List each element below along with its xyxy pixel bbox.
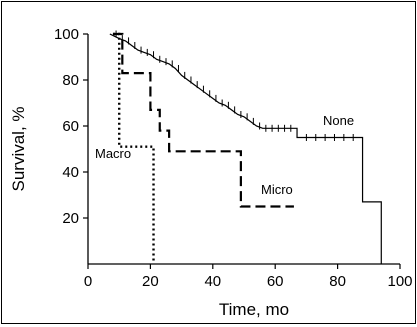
y-tick-label: 80 bbox=[62, 72, 79, 89]
y-tick-label: 100 bbox=[54, 26, 79, 43]
y-tick-label: 20 bbox=[62, 210, 79, 227]
y-axis-title: Survival, % bbox=[9, 106, 28, 191]
series-line-none bbox=[109, 33, 382, 264]
series-layer bbox=[109, 30, 382, 264]
x-tick-label: 0 bbox=[84, 273, 92, 290]
x-tick-label: 20 bbox=[142, 273, 159, 290]
x-tick-label: 60 bbox=[267, 273, 284, 290]
series-line-micro bbox=[112, 32, 294, 208]
y-tick-label: 60 bbox=[62, 118, 79, 135]
y-tick-label: 40 bbox=[62, 164, 79, 181]
series-label-micro: Micro bbox=[261, 182, 293, 197]
x-tick-label: 100 bbox=[387, 273, 412, 290]
series-label-macro: Macro bbox=[95, 146, 131, 161]
series-label-none: None bbox=[323, 113, 354, 128]
x-axis-title: Time, mo bbox=[219, 300, 289, 319]
labels-layer: Time, mo Survival, % None Micro Macro bbox=[9, 106, 354, 319]
x-tick-label: 40 bbox=[204, 273, 221, 290]
x-tick-label: 80 bbox=[329, 273, 346, 290]
axes: 0 20 40 60 80 100 20 40 60 80 100 bbox=[54, 26, 413, 290]
